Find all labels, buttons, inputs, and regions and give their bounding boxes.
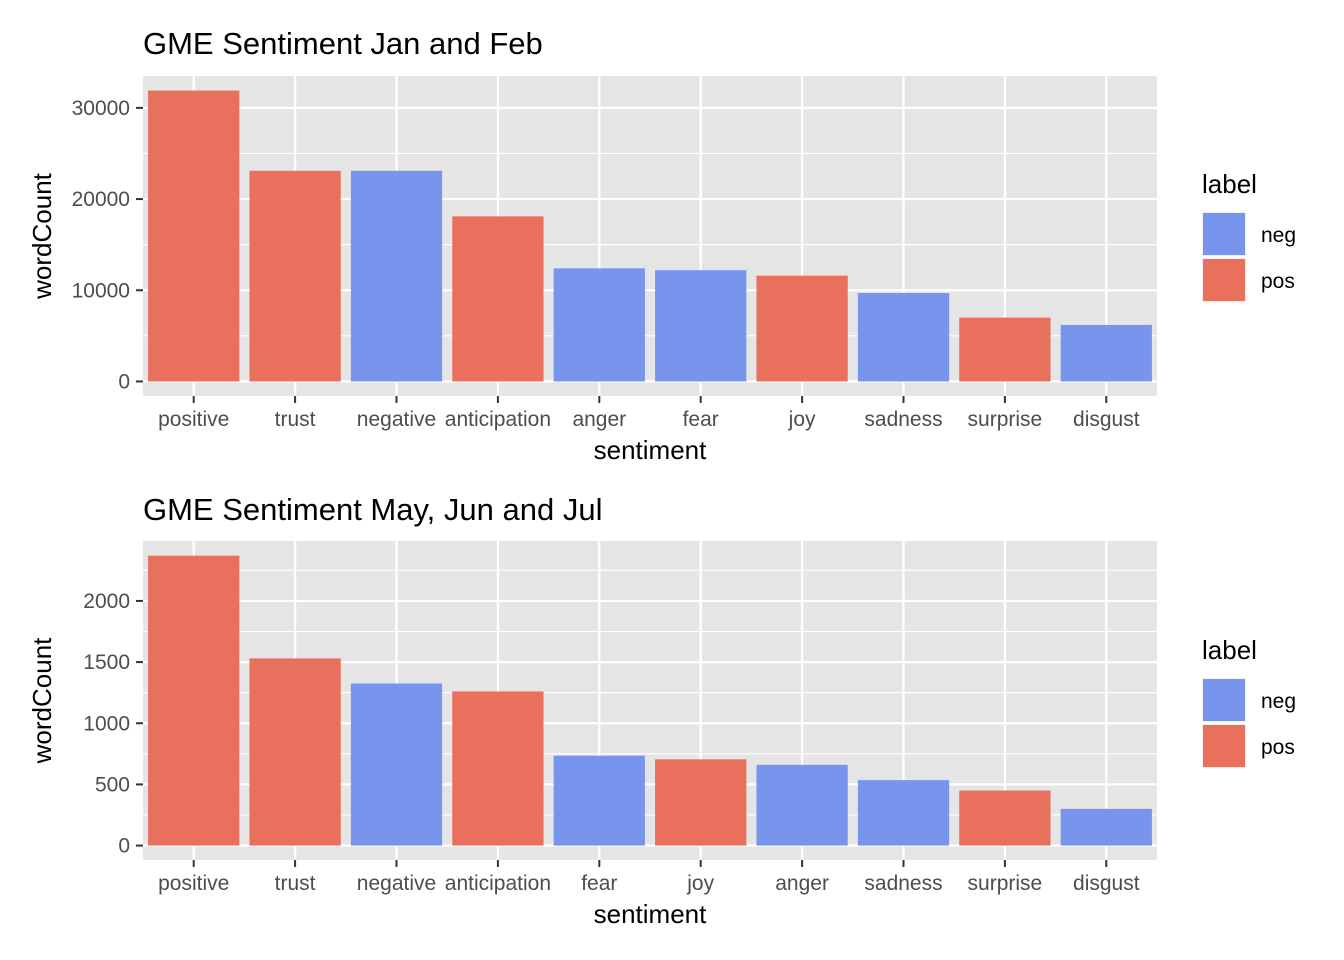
bar-sadness: [857, 780, 950, 846]
bar-fear: [655, 270, 747, 382]
x-tick-label: sadness: [864, 408, 942, 431]
x-tick-label: surprise: [968, 872, 1043, 895]
legend-label-neg: neg: [1261, 690, 1296, 713]
x-tick-label: fear: [581, 872, 617, 895]
bar-joy: [756, 275, 848, 382]
x-tick-label: disgust: [1073, 408, 1140, 431]
legend-title: label: [1202, 635, 1257, 665]
bar-trust: [249, 170, 341, 382]
bar-positive: [148, 555, 240, 846]
bar-sadness: [857, 292, 950, 382]
x-tick-label: anger: [572, 408, 626, 431]
x-tick-label: positive: [158, 872, 229, 895]
x-tick-label: joy: [788, 408, 816, 431]
x-tick-label: anticipation: [445, 872, 551, 895]
y-tick-label: 10000: [72, 279, 130, 302]
x-tick-label: anticipation: [445, 408, 551, 431]
y-tick-label: 500: [95, 773, 130, 796]
x-tick-label: fear: [683, 408, 719, 431]
x-tick-label: negative: [357, 408, 436, 431]
x-tick-label: positive: [158, 408, 229, 431]
bar-surprise: [959, 317, 1051, 382]
y-tick-label: 30000: [72, 97, 130, 120]
y-tick-label: 1500: [83, 651, 130, 674]
bar-joy: [655, 759, 747, 846]
y-axis-title: wordCount: [27, 172, 57, 300]
x-axis-title: sentiment: [594, 435, 707, 465]
x-tick-label: disgust: [1073, 872, 1140, 895]
bar-surprise: [959, 790, 1051, 846]
bar-trust: [249, 658, 341, 846]
bar-positive: [148, 90, 240, 382]
legend-label-pos: pos: [1261, 736, 1295, 759]
y-tick-label: 0: [118, 370, 130, 393]
y-tick-label: 2000: [83, 590, 130, 613]
legend-swatch-neg: [1203, 213, 1245, 255]
legend-swatch-pos: [1203, 259, 1245, 301]
x-axis-title: sentiment: [594, 899, 707, 929]
x-tick-label: sadness: [864, 872, 942, 895]
bar-disgust: [1060, 808, 1152, 846]
bar-anger: [756, 764, 848, 846]
legend-swatch-pos: [1203, 725, 1245, 767]
legend-label-pos: pos: [1261, 270, 1295, 293]
bar-anticipation: [452, 216, 544, 382]
y-tick-label: 0: [118, 835, 130, 858]
chart-2: GME Sentiment May, Jun and Jul 0 500 1000 15…: [27, 492, 1296, 929]
y-tick-label: 20000: [72, 188, 130, 211]
bar-anger: [553, 268, 645, 382]
x-tick-label: trust: [275, 408, 316, 431]
x-tick-label: anger: [775, 872, 829, 895]
bar-anticipation: [452, 691, 544, 846]
legend-title: label: [1202, 169, 1257, 199]
y-axis-title: wordCount: [27, 637, 57, 765]
chart-title: GME Sentiment May, Jun and Jul: [143, 492, 602, 527]
x-tick-label: surprise: [968, 408, 1043, 431]
x-tick-label: trust: [275, 872, 316, 895]
y-tick-label: 1000: [83, 712, 130, 735]
legend-swatch-neg: [1203, 679, 1245, 721]
x-tick-label: negative: [357, 872, 436, 895]
bar-disgust: [1060, 324, 1152, 382]
chart-1: GME Sentiment Jan and Feb 0 10000 20000 3000…: [27, 26, 1296, 465]
legend: label neg pos: [1202, 169, 1296, 302]
bar-fear: [553, 755, 645, 846]
x-tick-label: joy: [686, 872, 714, 895]
legend: label neg pos: [1202, 635, 1296, 768]
bar-negative: [350, 683, 443, 846]
legend-label-neg: neg: [1261, 224, 1296, 247]
bar-negative: [350, 170, 443, 382]
chart-title: GME Sentiment Jan and Feb: [143, 26, 543, 61]
